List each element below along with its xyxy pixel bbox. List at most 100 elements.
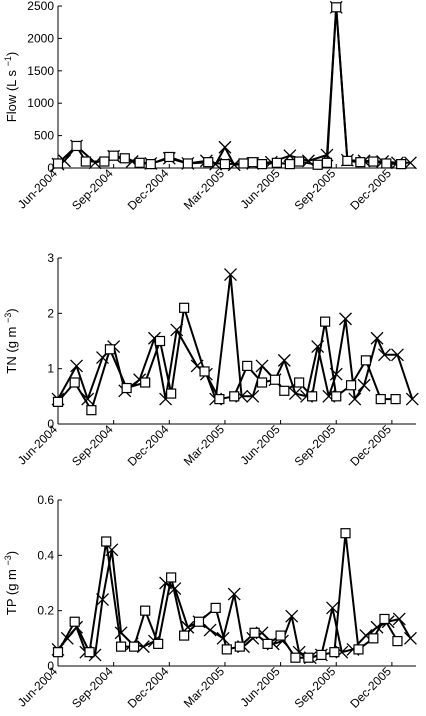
data-point-square [345,380,357,391]
data-point-cross [136,640,150,654]
data-point-square [166,388,177,399]
y-tick-label: 2000 [27,31,54,45]
x-tick-label: Jun-2004 [15,664,61,710]
data-point-square [381,158,392,169]
y-tick-label: 1500 [27,64,54,78]
data-point-square [256,159,268,170]
data-point-cross [390,348,404,362]
data-point-square [329,647,340,658]
data-point-square [214,394,225,405]
data-point-square [247,157,258,168]
x-tick-label: Mar-2005 [181,664,227,710]
data-point-square [234,641,245,652]
data-point-square [140,377,151,388]
data-point-square [179,630,190,641]
data-point-square [108,150,119,161]
data-point-square [368,156,379,167]
data-point-square [316,649,327,661]
data-point-square [279,385,290,396]
data-point-cross [403,156,417,170]
y-tick-label: 500 [34,129,54,143]
x-tick-label: Mar-2005 [181,166,227,212]
y-tick-label: 3 [47,251,54,265]
y-tick-label: 0.4 [37,548,54,562]
data-point-square [355,157,366,168]
data-point-cross [357,378,371,392]
data-point-square [80,156,91,167]
data-point-square [210,602,221,614]
x-tick-label: Dec-2005 [347,422,394,469]
data-point-square [182,158,193,169]
data-point-square [275,630,286,641]
data-point-square [193,616,205,627]
data-point-square [396,159,407,170]
data-point-square [145,159,156,170]
y-tick-label: 0 [47,417,54,431]
data-point-square [179,302,190,313]
data-point-square [99,156,110,167]
x-tick-label: Sep-2004 [69,664,116,711]
data-point-cross [378,348,391,362]
y-tick-label: 2500 [27,0,54,13]
y-tick-label: 0.2 [37,604,54,618]
x-tick-label: Dec-2004 [125,166,172,213]
data-point-square [115,641,127,652]
data-point-square [134,157,145,168]
chart-panel-tn: 0 1 2 3 Jun-2004 Sep-2004 Dec-2004 Mar-2005 Jun-… [3,251,419,469]
x-tick-label: Sep-2004 [69,422,116,469]
data-point-square [69,377,80,388]
data-point-square [331,391,342,402]
data-point-square [290,652,301,663]
data-point-square [294,377,305,388]
data-point-square [360,355,372,366]
data-point-square [203,157,214,168]
data-point-square [52,647,64,658]
data-point-square [390,394,401,405]
data-point-square [164,151,175,163]
data-point-square [262,638,273,649]
data-point-square [101,536,112,547]
data-point-cross [326,601,339,615]
data-point-cross [285,609,299,623]
data-point-cross [339,312,352,326]
data-point-cross [218,140,232,154]
x-tick-label: Jun-2005 [237,166,283,212]
data-point-cross [81,392,95,406]
data-point-square [340,528,351,539]
data-point-square [52,158,64,169]
data-point-cross [114,626,128,640]
data-point-cross [405,392,419,406]
data-point-cross [168,582,182,595]
x-tick-label: Sep-2005 [292,422,339,469]
data-point-square [84,647,95,658]
data-point-cross [224,268,237,282]
data-point-square [368,633,379,644]
data-point-square [69,616,80,627]
data-point-cross [255,359,269,373]
data-point-square [353,644,364,655]
data-point-square [342,155,353,166]
data-point-cross [88,156,102,170]
data-point-square [269,374,281,385]
data-point-square [119,153,130,164]
data-point-square [86,405,97,416]
data-point-cross [203,623,217,637]
data-point-square [221,644,232,655]
x-tick-label: Sep-2004 [69,166,116,213]
x-tick-label: Jun-2005 [237,664,283,710]
data-point-cross [70,359,84,373]
x-tick-label: Sep-2005 [292,166,339,213]
data-point-cross [348,392,362,406]
data-point-square [375,394,386,405]
data-point-square [320,316,331,327]
data-point-square [271,157,282,168]
data-point-square [303,652,314,663]
x-tick-label: Dec-2004 [125,664,172,711]
x-tick-label: Sep-2005 [292,664,339,711]
y-tick-label: 1000 [27,96,54,110]
series-line-cross [57,6,411,166]
data-point-square [166,572,177,583]
x-tick-label: Mar-2005 [181,422,227,468]
chart-panel-tp: 0 0.2 0.4 0.6 Jun-2004 Sep-2004 Dec-2004 Mar-20… [3,493,417,711]
data-point-cross [288,387,302,401]
